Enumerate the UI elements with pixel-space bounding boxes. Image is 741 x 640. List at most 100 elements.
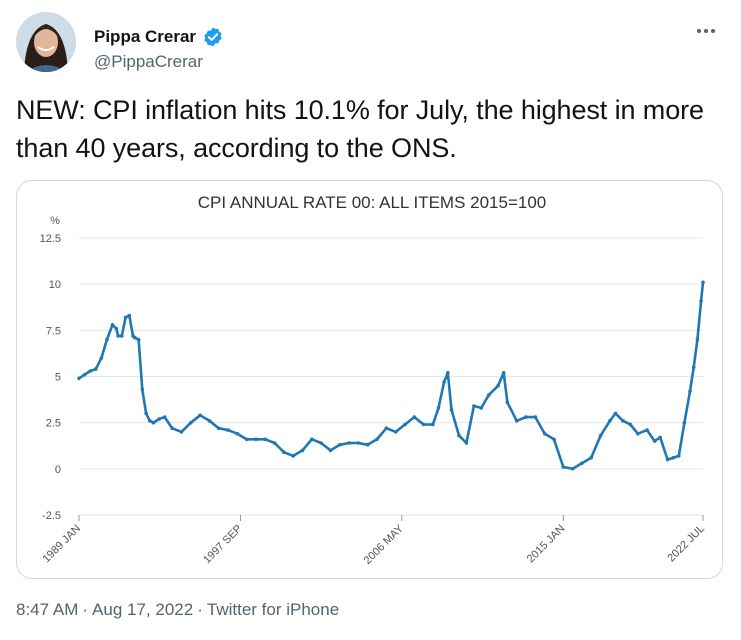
data-point	[189, 420, 193, 425]
x-tick-label: 1989 JAN	[40, 523, 83, 566]
author-name[interactable]: Pippa Crerar	[94, 26, 224, 48]
data-point	[431, 422, 435, 427]
x-tick-label: 2015 JAN	[525, 523, 568, 566]
y-tick-label: 5	[55, 372, 61, 384]
data-point	[682, 420, 687, 425]
more-options-button[interactable]	[691, 16, 721, 46]
data-point	[263, 437, 268, 442]
data-point	[144, 411, 148, 416]
data-point	[123, 315, 128, 320]
data-point	[77, 376, 81, 381]
avatar[interactable]	[16, 12, 76, 72]
data-point	[446, 371, 450, 375]
data-point	[105, 337, 109, 342]
data-point	[94, 367, 98, 371]
data-point	[99, 356, 104, 360]
data-point	[375, 437, 379, 442]
y-tick-label: 7.5	[46, 325, 61, 337]
meta-separator: ·	[82, 600, 89, 619]
data-point	[114, 326, 119, 331]
data-point	[688, 389, 692, 394]
data-point	[665, 457, 670, 462]
data-point	[254, 437, 258, 442]
data-point	[148, 419, 152, 423]
y-tick-label: 12.5	[40, 233, 61, 245]
data-point	[235, 431, 240, 436]
data-point	[116, 334, 120, 338]
y-axis-label: %	[50, 215, 60, 227]
data-point	[179, 430, 184, 434]
data-point	[589, 456, 593, 460]
data-point	[628, 422, 633, 427]
avatar-photo-icon	[16, 12, 76, 72]
data-point	[291, 454, 296, 458]
data-point	[701, 280, 705, 285]
x-tick-label: 2022 JUL	[665, 523, 707, 565]
series-layer	[77, 280, 705, 471]
data-point	[514, 419, 519, 423]
data-point	[699, 299, 703, 303]
data-point	[570, 467, 575, 471]
data-point	[561, 465, 566, 469]
data-point	[658, 435, 662, 440]
data-point	[505, 400, 510, 405]
data-point	[347, 441, 351, 445]
data-point	[487, 393, 491, 397]
data-point	[598, 433, 603, 438]
chart-title: CPI ANNUAL RATE 00: ALL ITEMS 2015=100	[198, 193, 547, 212]
data-point	[613, 411, 618, 416]
data-point	[393, 430, 398, 434]
data-point	[310, 437, 314, 442]
author-name-text[interactable]: Pippa Crerar	[94, 27, 197, 46]
more-options-icon	[697, 29, 715, 33]
data-point	[671, 456, 675, 460]
data-point	[403, 422, 407, 427]
cpi-line-chart: CPI ANNUAL RATE 00: ALL ITEMS 2015=100 %…	[40, 193, 708, 567]
data-point	[524, 415, 528, 419]
grid-layer	[79, 237, 703, 516]
data-point	[300, 448, 305, 453]
data-point	[442, 380, 446, 384]
data-point	[501, 371, 506, 375]
data-point	[412, 415, 417, 419]
data-point	[608, 419, 612, 423]
data-point	[162, 415, 167, 419]
data-point	[472, 404, 476, 408]
data-point	[88, 369, 92, 373]
tweet-source[interactable]: Twitter for iPhone	[206, 600, 340, 619]
tweet-meta: 8:47 AM · Aug 17, 2022 · Twitter for iPh…	[16, 600, 339, 620]
data-point	[244, 437, 249, 442]
y-tick-label: 2.5	[46, 418, 61, 430]
series-line	[77, 281, 705, 471]
tweet-date[interactable]: Aug 17, 2022	[92, 600, 194, 619]
data-point	[151, 420, 156, 425]
author-handle[interactable]: @PippaCrerar	[94, 52, 203, 71]
data-point	[338, 443, 342, 447]
tweet-time[interactable]: 8:47 AM	[16, 600, 79, 619]
data-point	[645, 428, 649, 432]
data-point	[226, 428, 230, 432]
data-point	[136, 337, 141, 342]
data-point	[464, 441, 469, 445]
data-point	[282, 450, 286, 455]
data-point	[216, 426, 221, 430]
x-axis-ticks: 1989 JAN 1997 SEP 2006 MAY 2015 JAN 2022 JUL	[40, 515, 707, 567]
data-point	[133, 335, 137, 340]
data-point	[449, 407, 454, 412]
data-point	[127, 313, 132, 318]
data-point	[140, 387, 145, 392]
data-point	[272, 441, 277, 445]
media-card[interactable]: CPI ANNUAL RATE 00: ALL ITEMS 2015=100 %…	[16, 180, 723, 579]
data-point	[82, 372, 87, 377]
data-point	[436, 406, 441, 410]
data-point	[479, 406, 484, 410]
data-point	[542, 431, 547, 436]
y-axis-ticks: 12.5 10 7.5 5 2.5 0 -2.5	[40, 233, 61, 522]
data-point	[365, 443, 370, 447]
data-point	[356, 441, 361, 445]
data-point	[552, 437, 556, 442]
data-point	[621, 419, 625, 423]
data-point	[319, 441, 323, 445]
y-tick-label: 0	[55, 464, 61, 476]
data-point	[421, 422, 426, 427]
